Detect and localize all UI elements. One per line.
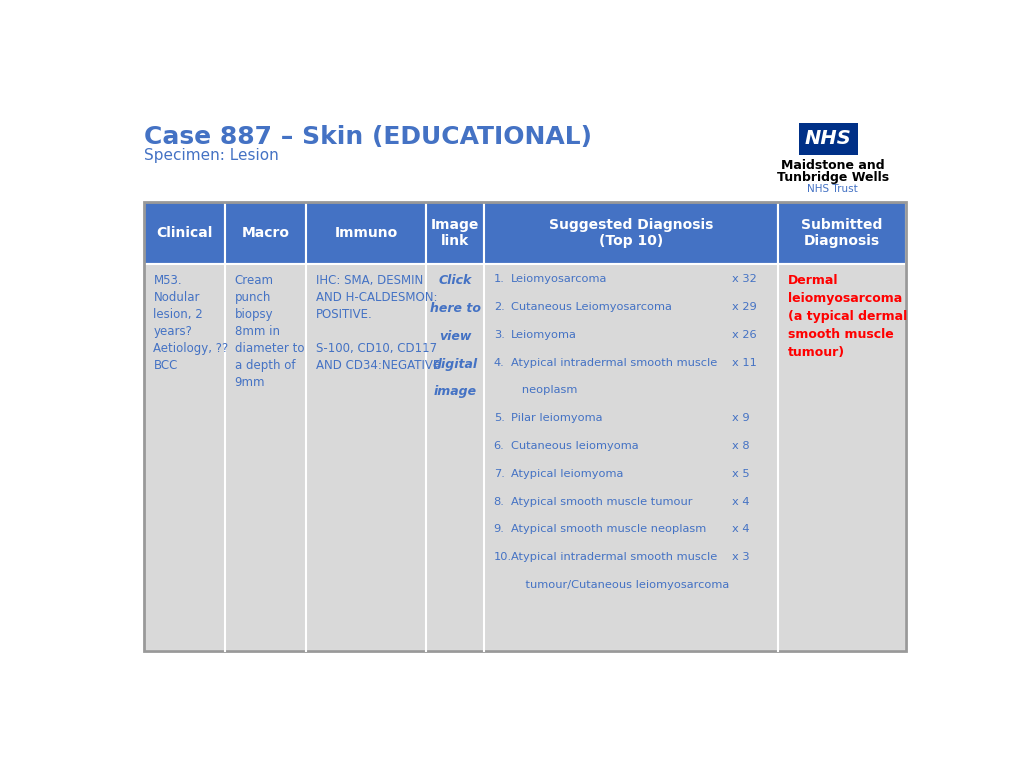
Text: IHC: SMA, DESMIN
AND H-CALDESMON:
POSITIVE.

S-100, CD10, CD117
AND CD34:NEGATIV: IHC: SMA, DESMIN AND H-CALDESMON: POSITI… — [315, 274, 440, 372]
Text: x 9: x 9 — [732, 413, 750, 423]
FancyBboxPatch shape — [143, 263, 905, 651]
Text: NHS: NHS — [805, 129, 852, 148]
Text: tumour/Cutaneous leiomyosarcoma: tumour/Cutaneous leiomyosarcoma — [511, 580, 729, 590]
Text: Atypical leiomyoma: Atypical leiomyoma — [511, 468, 624, 479]
Text: 1.: 1. — [494, 274, 505, 284]
Text: 7.: 7. — [494, 468, 505, 479]
Text: 3.: 3. — [494, 330, 505, 340]
Text: 8.: 8. — [494, 497, 505, 507]
Text: 4.: 4. — [494, 358, 505, 368]
FancyBboxPatch shape — [225, 201, 306, 263]
Text: Macro: Macro — [242, 226, 290, 240]
Text: image: image — [433, 386, 477, 399]
FancyBboxPatch shape — [778, 201, 905, 263]
Text: Clinical: Clinical — [157, 226, 213, 240]
Text: Pilar leiomyoma: Pilar leiomyoma — [511, 413, 603, 423]
Text: Maidstone and: Maidstone and — [781, 159, 885, 172]
Text: Leiomyosarcoma: Leiomyosarcoma — [511, 274, 607, 284]
FancyBboxPatch shape — [484, 201, 778, 263]
Text: x 3: x 3 — [732, 552, 750, 562]
Text: Atypical smooth muscle neoplasm: Atypical smooth muscle neoplasm — [511, 525, 707, 535]
Text: x 4: x 4 — [732, 525, 750, 535]
Text: Image
link: Image link — [431, 217, 479, 248]
FancyBboxPatch shape — [426, 201, 484, 263]
Text: Suggested Diagnosis
(Top 10): Suggested Diagnosis (Top 10) — [549, 217, 714, 248]
Text: x 32: x 32 — [732, 274, 757, 284]
Text: Atypical intradermal smooth muscle: Atypical intradermal smooth muscle — [511, 358, 718, 368]
Text: 2.: 2. — [494, 302, 505, 312]
Text: Atypical smooth muscle tumour: Atypical smooth muscle tumour — [511, 497, 692, 507]
Text: x 29: x 29 — [732, 302, 757, 312]
Text: x 5: x 5 — [732, 468, 750, 479]
Text: Dermal
leiomyosarcoma
(a typical dermal
smooth muscle
tumour): Dermal leiomyosarcoma (a typical dermal … — [787, 274, 907, 359]
Text: Atypical intradermal smooth muscle: Atypical intradermal smooth muscle — [511, 552, 718, 562]
Text: x 8: x 8 — [732, 441, 750, 451]
Text: x 26: x 26 — [732, 330, 757, 340]
Text: NHS Trust: NHS Trust — [807, 184, 858, 194]
Text: 10.: 10. — [494, 552, 512, 562]
Text: 5.: 5. — [494, 413, 505, 423]
Text: Leiomyoma: Leiomyoma — [511, 330, 578, 340]
Text: M53.
Nodular
lesion, 2
years?
Aetiology, ??
BCC: M53. Nodular lesion, 2 years? Aetiology,… — [154, 274, 228, 372]
Text: here to: here to — [430, 302, 480, 315]
Text: view: view — [439, 330, 471, 343]
FancyBboxPatch shape — [799, 123, 858, 155]
Text: Cream
punch
biopsy
8mm in
diameter to
a depth of
9mm: Cream punch biopsy 8mm in diameter to a … — [234, 274, 304, 389]
Text: 6.: 6. — [494, 441, 505, 451]
Text: Cutaneous leiomyoma: Cutaneous leiomyoma — [511, 441, 639, 451]
Text: Immuno: Immuno — [335, 226, 398, 240]
FancyBboxPatch shape — [306, 201, 426, 263]
Text: Case 887 – Skin (EDUCATIONAL): Case 887 – Skin (EDUCATIONAL) — [143, 124, 592, 149]
Text: x 4: x 4 — [732, 497, 750, 507]
Text: 9.: 9. — [494, 525, 505, 535]
Text: Specimen: Lesion: Specimen: Lesion — [143, 148, 279, 164]
Text: neoplasm: neoplasm — [511, 386, 578, 396]
Text: x 11: x 11 — [732, 358, 757, 368]
Text: Click: Click — [438, 274, 472, 287]
Text: Tunbridge Wells: Tunbridge Wells — [776, 171, 889, 184]
Text: Submitted
Diagnosis: Submitted Diagnosis — [801, 217, 883, 248]
Text: digital: digital — [432, 358, 478, 371]
Text: Cutaneous Leiomyosarcoma: Cutaneous Leiomyosarcoma — [511, 302, 672, 312]
FancyBboxPatch shape — [143, 201, 225, 263]
